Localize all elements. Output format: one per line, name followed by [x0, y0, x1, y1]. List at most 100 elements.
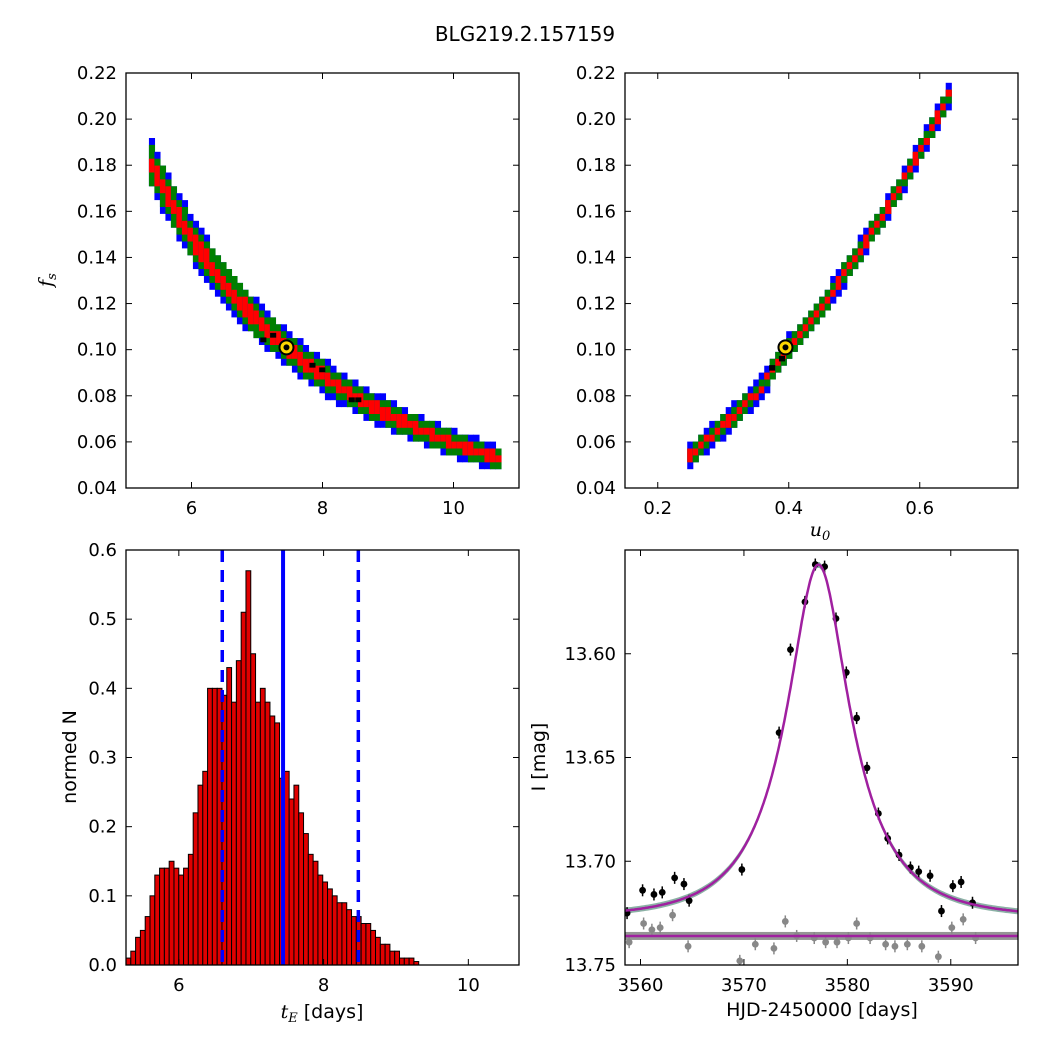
confidence-cell-red	[192, 234, 200, 256]
y-tick-label: 0.08	[77, 386, 117, 407]
confidence-cell-red	[709, 434, 716, 442]
histogram-bar	[331, 895, 338, 966]
confidence-cell-red	[165, 186, 172, 207]
photometry-points	[625, 558, 979, 965]
histogram-bar	[226, 667, 233, 966]
confidence-cell-red	[275, 331, 282, 345]
x-tick-label: 10	[457, 975, 480, 996]
histogram-bar	[288, 798, 295, 966]
histogram-bar	[207, 687, 213, 966]
y-tick-label: 0.6	[88, 540, 117, 561]
histogram-bar	[307, 853, 314, 966]
histogram-bar	[154, 874, 161, 966]
histogram-bar	[255, 701, 261, 966]
confidence-cell-red	[912, 151, 919, 166]
credible-interval-lines	[220, 550, 361, 965]
histogram-bar	[173, 867, 180, 966]
confidence-cell-red	[396, 414, 403, 428]
histogram-bar	[178, 874, 185, 966]
confidence-cell-black	[309, 362, 316, 368]
tick-layer: 3560 3570 3580 3590 13.60 13.65 13.70 13.75	[564, 550, 1018, 996]
histogram-bar	[240, 611, 247, 966]
confidence-cell-red	[874, 220, 881, 228]
confidence-cell-green	[747, 393, 754, 408]
y-tick-label: 0.22	[576, 63, 616, 84]
histogram-bar	[130, 950, 137, 966]
confidence-cell-red	[258, 317, 266, 332]
histogram-bar	[159, 867, 165, 966]
panel-tE-fs: 6 8 10 0.04 0.06 0.08 0.10 0.12 0.14 0.16 0.18 0.20…	[35, 63, 520, 519]
histogram-bar	[250, 653, 257, 966]
confidence-cell-red	[462, 441, 469, 456]
x-tick-label: 3560	[618, 975, 664, 996]
y-tick-label: 0.18	[77, 155, 117, 176]
confidence-cell-red	[335, 379, 343, 394]
data-point-black	[915, 868, 923, 876]
confidence-cell-red	[764, 372, 771, 380]
confidence-cell-red	[269, 331, 277, 345]
confidence-cell-green	[709, 427, 716, 442]
histogram-bar	[327, 888, 333, 966]
best-fit-marker-u0-fs	[777, 339, 794, 356]
confidence-cell-black	[778, 355, 786, 362]
data-point-black	[938, 907, 945, 915]
confidence-cell-green	[945, 89, 952, 104]
y-tick-label: 0.06	[576, 432, 616, 453]
histogram-bar	[216, 687, 223, 966]
confidence-cell-red	[203, 248, 211, 270]
confidence-cell-red	[220, 276, 227, 290]
x-tick-label: 8	[317, 498, 328, 519]
confidence-cell-red	[819, 303, 826, 311]
confidence-cell-black	[348, 397, 355, 403]
confidence-cell-red	[907, 165, 914, 173]
confidence-cell-red	[758, 386, 765, 394]
confidence-cell-red	[379, 407, 387, 421]
confidence-cell-red	[467, 441, 475, 456]
histogram-bar	[183, 867, 189, 966]
confidence-cell-red	[802, 324, 809, 332]
confidence-cell-red	[390, 414, 398, 421]
confidence-cell-red	[291, 345, 299, 359]
confidence-cell-red	[703, 434, 710, 442]
model-curve	[625, 563, 1018, 913]
histogram-bar	[202, 770, 209, 966]
y-tick-label: 0.14	[77, 247, 117, 268]
data-point-grey	[891, 942, 899, 950]
confidence-cell-red	[429, 427, 436, 442]
confidence-cell-red	[852, 255, 859, 263]
histogram-bar	[139, 929, 146, 966]
confidence-cell-red	[857, 248, 864, 256]
histogram-bar	[144, 916, 151, 966]
x-axis-label-u0: u0	[810, 519, 831, 544]
data-point-black	[863, 764, 871, 772]
confidence-cell-red	[824, 296, 831, 304]
data-point-grey	[882, 940, 890, 948]
confidence-cell-red	[434, 434, 442, 442]
histogram-bar	[264, 701, 271, 966]
confidence-cell-red	[341, 386, 348, 394]
data-point-grey	[751, 940, 759, 948]
confidence-cell-red	[863, 234, 870, 249]
confidence-cell-red	[692, 448, 699, 456]
confidence-cell-red	[242, 296, 249, 318]
y-tick-label: 13.65	[564, 748, 616, 769]
confidence-cell-red	[225, 282, 233, 297]
histogram-bar	[408, 957, 415, 966]
confidence-cell-red	[714, 427, 721, 435]
confidence-cell-red	[846, 262, 853, 270]
confidence-cell-red	[896, 186, 903, 194]
confidence-cell-red	[247, 303, 255, 325]
x-axis-label-tE: tE [days]	[281, 1001, 364, 1026]
confidence-cell-red	[835, 276, 842, 290]
histogram-bar	[379, 943, 386, 966]
best-fit-dot	[782, 344, 789, 351]
histogram-bar	[197, 784, 204, 966]
histogram-bar	[293, 784, 300, 966]
confidence-cell-red	[940, 103, 947, 111]
y-tick-label: 0.22	[77, 63, 117, 84]
confidence-cell-red	[808, 317, 815, 325]
y-tick-label: 0.10	[77, 340, 117, 361]
x-tick-label: 3580	[824, 975, 870, 996]
figure-title: BLG219.2.157159	[434, 22, 616, 46]
confidence-cell-red	[418, 427, 425, 435]
